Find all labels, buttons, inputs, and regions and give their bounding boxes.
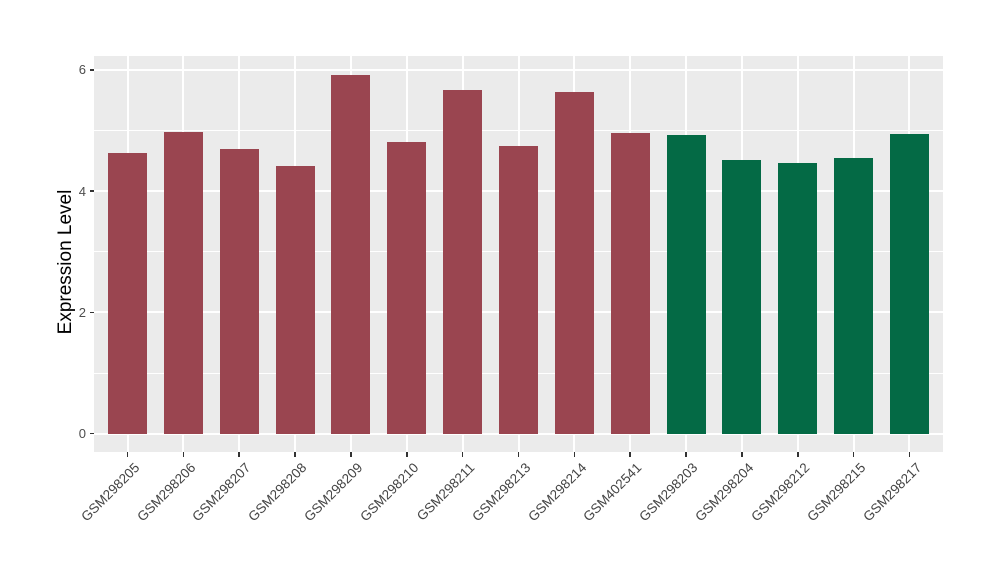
x-tick-label: GSM298210 [357,460,422,525]
x-tick-label: GSM298214 [524,460,589,525]
x-tick-label: GSM298213 [468,460,534,525]
bar-GSM298205 [107,153,148,434]
bar-GSM298206 [163,132,203,434]
x-tick-mark [741,452,743,457]
y-tick-mark [89,69,94,71]
x-tick-mark [517,452,520,457]
y-tick-mark [89,190,94,192]
bar-GSM402541 [610,133,650,434]
x-tick-mark [908,452,911,457]
x-tick-label: GSM298205 [77,460,143,525]
x-tick-mark [238,452,240,457]
y-tick-mark [89,311,94,314]
x-tick-label: GSM298208 [245,460,310,525]
x-tick-label: GSM402541 [580,460,645,525]
x-tick-mark [126,452,129,457]
x-tick-label: GSM298204 [692,460,757,525]
x-tick-label: GSM298211 [413,460,478,524]
bar-GSM298210 [387,141,427,434]
bar-GSM298213 [498,146,539,434]
x-tick-label: GSM298217 [859,460,925,525]
bar-GSM298215 [834,158,874,434]
bar-GSM298203 [666,134,706,434]
x-tick-mark [629,452,631,457]
x-tick-label: GSM298212 [748,460,813,525]
plot-panel [94,56,943,452]
y-tick-label: 0 [78,426,86,442]
x-tick-label: GSM298203 [636,460,701,525]
x-tick-mark [573,452,576,457]
x-tick-label: GSM298209 [301,460,366,525]
bar-GSM298214 [554,92,594,434]
bar-GSM298212 [778,163,818,434]
y-tick-label: 2 [78,304,86,320]
x-tick-mark [350,452,352,457]
y-tick-label: 4 [78,183,86,199]
x-tick-mark [685,452,687,457]
x-tick-mark [182,452,185,457]
x-tick-mark [852,452,855,457]
x-tick-mark [406,452,408,457]
bar-GSM298209 [331,74,371,434]
bar-GSM298207 [219,149,259,434]
x-tick-mark [461,452,464,457]
bar-GSM298208 [275,165,315,434]
x-tick-label: GSM298207 [189,460,254,525]
x-tick-mark [294,452,296,457]
bar-GSM298204 [722,159,762,434]
bar-GSM298217 [889,134,930,434]
y-tick-mark [89,432,94,435]
x-tick-label: GSM298206 [133,460,198,525]
y-tick-label: 6 [78,62,86,78]
x-tick-mark [797,452,799,457]
bar-GSM298211 [443,90,483,434]
x-tick-label: GSM298215 [804,460,869,525]
